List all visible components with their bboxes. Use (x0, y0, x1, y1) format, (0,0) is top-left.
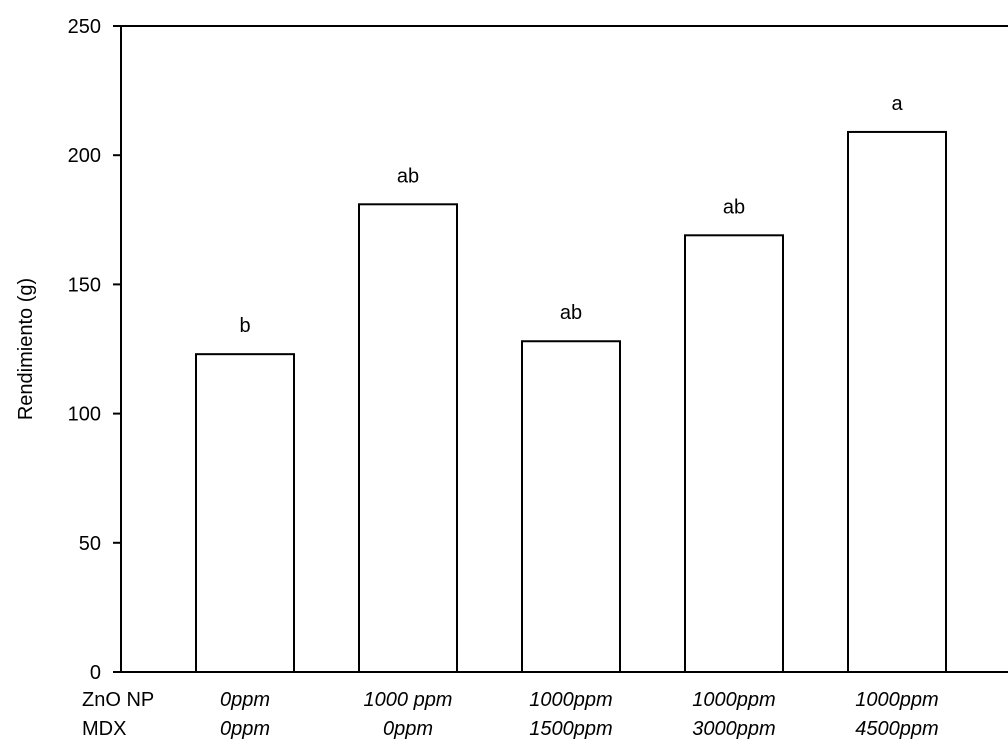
x-tick-label-zno: 1000ppm (529, 689, 612, 711)
x-tick-label-mdx: 4500ppm (855, 718, 938, 740)
x-tick-label-mdx: 0ppm (220, 718, 270, 740)
x-tick-label-zno: 1000 ppm (364, 689, 453, 711)
bar-data-label: b (239, 315, 250, 337)
x-tick-label-mdx: 1500ppm (529, 718, 612, 740)
data-labels: b ab ab ab a (239, 93, 903, 337)
y-axis-title: Rendimiento (g) (15, 278, 37, 420)
bar (847, 130, 947, 674)
bar-data-label: ab (397, 165, 419, 187)
y-tick-label: 0 (90, 662, 101, 684)
x-tick-label-zno: 1000ppm (855, 689, 938, 711)
bar (195, 353, 295, 673)
bar-data-label: a (891, 93, 903, 115)
row-label-mdx: MDX (82, 718, 126, 740)
x-axis-labels: 0ppm 0ppm 1000 ppm 0ppm 1000ppm 1500ppm 1000pp… (220, 689, 939, 740)
x-tick-label-mdx: 0ppm (383, 718, 433, 740)
y-tick-label: 100 (68, 404, 101, 426)
bars (195, 130, 947, 674)
bar (521, 340, 621, 673)
y-tick-label: 250 (68, 16, 101, 38)
y-tick-label: 200 (68, 145, 101, 167)
bar-data-label: ab (560, 302, 582, 324)
bar-data-label: ab (723, 196, 745, 218)
x-tick-label-mdx: 3000ppm (692, 718, 775, 740)
bar (358, 203, 458, 674)
y-tick-label: 50 (79, 533, 101, 555)
x-tick-label-zno: 1000ppm (692, 689, 775, 711)
row-label-zno: ZnO NP (82, 689, 154, 711)
y-tick-label: 150 (68, 274, 101, 296)
bar (684, 234, 784, 674)
x-tick-label-zno: 0ppm (220, 689, 270, 711)
